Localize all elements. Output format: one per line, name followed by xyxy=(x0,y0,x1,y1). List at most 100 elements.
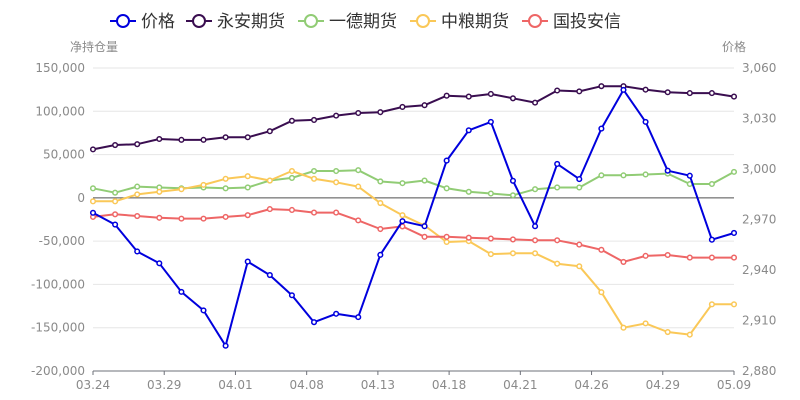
data-point[interactable] xyxy=(686,90,693,97)
series-2[interactable] xyxy=(89,83,738,153)
data-point[interactable] xyxy=(730,229,738,237)
data-point[interactable] xyxy=(554,184,561,191)
data-point[interactable] xyxy=(134,191,141,198)
data-point[interactable] xyxy=(730,93,738,100)
data-point[interactable] xyxy=(642,118,649,125)
data-point[interactable] xyxy=(598,83,605,90)
data-point[interactable] xyxy=(465,188,472,195)
data-point[interactable] xyxy=(708,236,715,243)
data-point[interactable] xyxy=(598,246,605,253)
data-point[interactable] xyxy=(377,109,384,116)
data-point[interactable] xyxy=(355,217,362,224)
data-point[interactable] xyxy=(465,234,472,241)
data-point[interactable] xyxy=(112,211,119,218)
data-point[interactable] xyxy=(156,260,163,267)
data-point[interactable] xyxy=(642,86,649,93)
data-point[interactable] xyxy=(465,93,472,100)
data-point[interactable] xyxy=(156,135,163,143)
data-point[interactable] xyxy=(576,88,583,95)
data-point[interactable] xyxy=(266,272,273,279)
data-point[interactable] xyxy=(443,233,450,240)
data-point[interactable] xyxy=(288,292,295,299)
data-point[interactable] xyxy=(509,236,517,243)
data-point[interactable] xyxy=(532,186,539,193)
data-point[interactable] xyxy=(399,180,406,187)
data-point[interactable] xyxy=(399,103,406,111)
data-point[interactable] xyxy=(112,189,119,196)
data-point[interactable] xyxy=(509,95,517,102)
data-point[interactable] xyxy=(686,254,693,261)
data-point[interactable] xyxy=(598,125,605,132)
plot-area[interactable] xyxy=(89,83,738,349)
data-point[interactable] xyxy=(509,250,517,257)
series-1[interactable] xyxy=(89,86,738,349)
data-point[interactable] xyxy=(642,171,649,178)
data-point[interactable] xyxy=(576,263,583,270)
data-point[interactable] xyxy=(134,141,141,148)
data-point[interactable] xyxy=(598,172,605,179)
series-4[interactable] xyxy=(89,167,738,338)
data-point[interactable] xyxy=(532,237,539,244)
data-point[interactable] xyxy=(465,127,472,134)
data-point[interactable] xyxy=(686,331,693,338)
data-point[interactable] xyxy=(620,86,627,93)
data-point[interactable] xyxy=(200,215,207,222)
data-point[interactable] xyxy=(222,213,229,220)
data-point[interactable] xyxy=(487,190,494,197)
data-point[interactable] xyxy=(664,89,671,96)
data-point[interactable] xyxy=(222,185,229,192)
data-point[interactable] xyxy=(620,258,627,265)
data-point[interactable] xyxy=(421,223,428,230)
data-point[interactable] xyxy=(288,174,295,181)
data-point[interactable] xyxy=(730,254,738,261)
legend-item-4[interactable]: 中粮期货 xyxy=(410,12,509,32)
data-point[interactable] xyxy=(266,177,273,184)
data-point[interactable] xyxy=(89,198,97,205)
data-point[interactable] xyxy=(399,212,406,219)
data-point[interactable] xyxy=(399,218,406,225)
data-point[interactable] xyxy=(266,206,273,213)
data-point[interactable] xyxy=(554,260,561,267)
data-point[interactable] xyxy=(620,324,627,331)
data-point[interactable] xyxy=(532,250,539,257)
legend-item-3[interactable]: 一德期货 xyxy=(298,12,397,32)
data-point[interactable] xyxy=(89,209,97,216)
data-point[interactable] xyxy=(222,342,229,349)
data-point[interactable] xyxy=(310,116,318,123)
data-point[interactable] xyxy=(532,223,539,230)
data-point[interactable] xyxy=(89,185,97,192)
data-point[interactable] xyxy=(708,254,715,261)
data-point[interactable] xyxy=(664,167,671,174)
data-point[interactable] xyxy=(112,221,119,228)
data-point[interactable] xyxy=(333,112,340,119)
data-point[interactable] xyxy=(178,215,185,222)
legend-item-5[interactable]: 国投安信 xyxy=(522,12,621,32)
data-point[interactable] xyxy=(642,320,649,327)
data-point[interactable] xyxy=(310,319,318,326)
data-point[interactable] xyxy=(708,301,715,308)
data-point[interactable] xyxy=(200,181,207,188)
data-point[interactable] xyxy=(156,188,163,195)
data-point[interactable] xyxy=(200,136,207,143)
data-point[interactable] xyxy=(333,167,340,175)
data-point[interactable] xyxy=(554,237,561,244)
data-point[interactable] xyxy=(244,184,251,191)
data-point[interactable] xyxy=(576,176,583,183)
data-point[interactable] xyxy=(443,238,450,246)
data-point[interactable] xyxy=(244,212,251,219)
data-point[interactable] xyxy=(642,252,649,259)
data-point[interactable] xyxy=(244,134,251,141)
series-5[interactable] xyxy=(89,206,738,265)
data-point[interactable] xyxy=(355,109,362,117)
data-point[interactable] xyxy=(222,134,229,141)
data-point[interactable] xyxy=(333,209,340,216)
data-point[interactable] xyxy=(421,102,428,109)
data-point[interactable] xyxy=(156,214,163,221)
data-point[interactable] xyxy=(178,186,185,193)
data-point[interactable] xyxy=(222,175,229,182)
data-point[interactable] xyxy=(487,235,494,242)
data-point[interactable] xyxy=(554,87,561,94)
data-point[interactable] xyxy=(244,173,251,180)
legend[interactable]: 价格 永安期货 一德期货 中粮期货 国投安信 xyxy=(110,12,621,32)
data-point[interactable] xyxy=(664,251,671,259)
